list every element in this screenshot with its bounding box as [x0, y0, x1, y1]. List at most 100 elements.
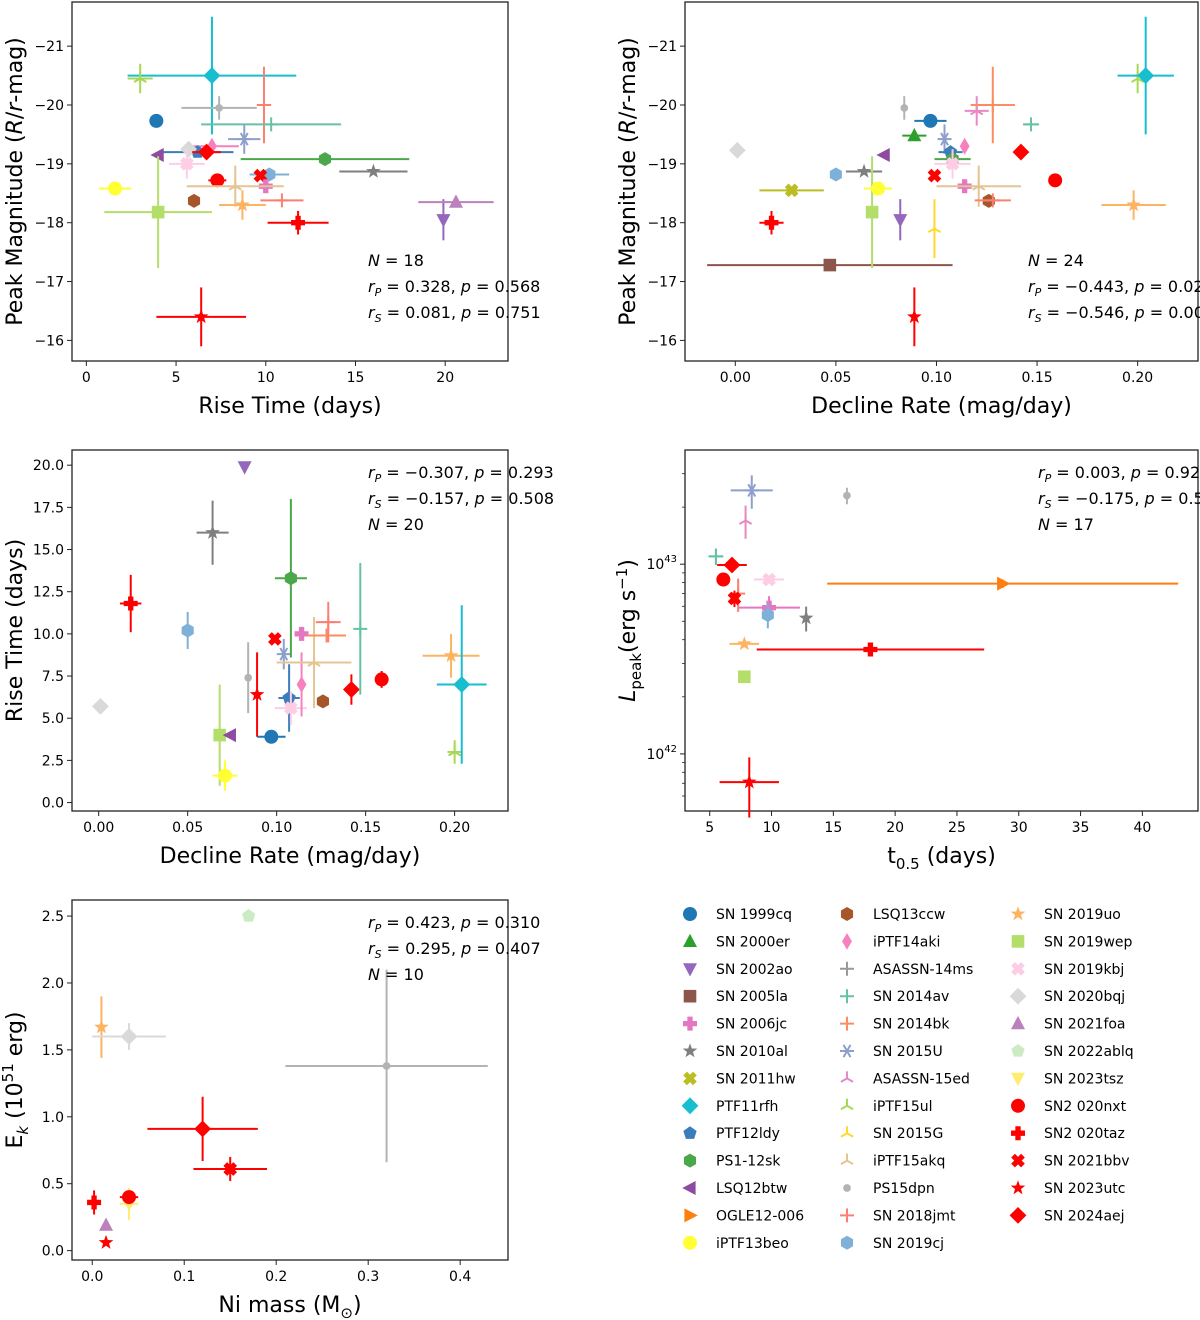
data-point [827, 576, 1179, 591]
data-point [260, 193, 304, 208]
marker-plus [264, 117, 279, 132]
legend-item: SN 2011hw [683, 1071, 796, 1087]
marker-triangle-up [99, 1217, 114, 1231]
data-point [98, 181, 132, 196]
marker-triangle-down [893, 214, 908, 228]
legend-marker-plus [840, 1208, 854, 1223]
legend-label: PS15dpn [873, 1181, 935, 1197]
marker-plus-filled [764, 215, 779, 230]
marker-star [205, 524, 220, 539]
legend-item: SN2 020taz [1011, 1126, 1125, 1142]
stat-text: rP = −0.307, p = 0.293 [368, 463, 554, 485]
x-axis-label: Decline Rate (mag/day) [811, 394, 1072, 419]
x-tick-label: 0.4 [449, 1269, 471, 1285]
legend-label: ASASSN-15ed [873, 1071, 970, 1087]
marker-diamond [1137, 67, 1155, 84]
panel-c: 0.00 0.05 0.10 0.15 0.20 0.0 2.5 5.0 7.5 10.0 12.5… [3, 449, 554, 869]
legend-label: OGLE12-006 [716, 1208, 804, 1224]
legend-label: SN 1999cq [716, 907, 792, 923]
stat-text: rS = −0.546, p = 0.006 [1028, 303, 1200, 325]
marker-hexagon [187, 193, 201, 208]
legend-marker-circle [683, 907, 697, 921]
legend-label: SN 2018jmt [873, 1208, 956, 1224]
stat-text: N = 24 [1028, 251, 1084, 270]
data-point [244, 642, 253, 714]
marker-star [249, 686, 265, 701]
legend-marker-x-filled [683, 1071, 697, 1086]
data-point [201, 117, 342, 132]
marker-plus [708, 549, 723, 564]
legend-marker-tri [840, 1098, 854, 1111]
data-point [759, 183, 824, 198]
data-point [196, 500, 229, 565]
x-tick-label: 0.1 [173, 1269, 195, 1285]
legend-item: SN 2019kbj [1011, 962, 1124, 978]
panel-a: 0 5 10 15 20 −21 −20 −19 −18 −17 −16 Rise Time (day… [3, 1, 541, 419]
legend-marker-circle [683, 1235, 697, 1250]
marker-plus [985, 97, 1000, 112]
data-point [267, 210, 329, 235]
legend-marker-thin-diamond [842, 933, 852, 950]
legend-marker-x-filled [1011, 1153, 1025, 1168]
marker-triangle-left [222, 728, 236, 743]
legend-label: SN 2014bk [873, 1017, 950, 1033]
y-tick-label: 1.5 [42, 1043, 64, 1059]
marker-circle [218, 768, 233, 783]
data-point [104, 156, 212, 269]
data-point [222, 728, 236, 743]
data-point [187, 193, 201, 208]
legend-label: SN2 020taz [1044, 1126, 1125, 1142]
marker-hexagon [829, 167, 842, 182]
marker-plus-filled [863, 642, 878, 657]
data-point [99, 1217, 114, 1231]
data-point [213, 684, 227, 786]
marker-diamond [1012, 143, 1030, 161]
marker-x-filled [253, 168, 268, 183]
marker-tri [972, 179, 986, 191]
data-point [274, 691, 307, 725]
x-tick-label: 25 [948, 820, 966, 836]
marker-circle [264, 729, 279, 744]
data-point [907, 287, 922, 347]
legend-label: SN 2015U [873, 1044, 943, 1060]
legend-item: PS1-12sk [683, 1153, 781, 1170]
y-axis-label: Rise Time (days) [3, 539, 28, 722]
marker-tri [133, 71, 147, 83]
marker-square [151, 205, 165, 219]
legend-marker-hexagon [840, 1235, 854, 1250]
marker-hexagon [181, 623, 194, 638]
marker-x-filled [727, 591, 742, 606]
data-point [730, 475, 773, 509]
x-tick-label: 15 [347, 370, 365, 386]
data-point [249, 652, 265, 737]
marker-circle [210, 173, 225, 188]
marker-star [98, 1234, 114, 1249]
data-point [1117, 16, 1174, 135]
legend-marker-triangle-up [683, 933, 697, 947]
marker-diamond [453, 676, 471, 693]
marker-circle [374, 672, 389, 687]
stat-text: rP = −0.443, p = 0.020 [1028, 277, 1200, 299]
marker-plus [319, 628, 334, 643]
data-point [87, 1190, 102, 1215]
data-point [876, 148, 890, 163]
stat-text: rP = 0.423, p = 0.310 [368, 913, 540, 935]
data-point [253, 168, 268, 183]
legend-item: SN 2023tsz [1011, 1071, 1124, 1087]
x-tick-label: 0.10 [921, 370, 952, 386]
y-axis-label: Lpeak(erg s−1) [613, 559, 645, 702]
y-tick-label: −20 [647, 98, 677, 114]
legend-marker-triangle-down [1011, 1072, 1025, 1087]
stat-text: N = 20 [368, 515, 424, 534]
x-tick-label: 0.05 [172, 820, 203, 836]
x-tick-label: 20 [886, 820, 904, 836]
marker-circle [122, 1190, 137, 1205]
data-point [447, 740, 462, 764]
legend-item: PTF11rfh [681, 1097, 778, 1115]
x-tick-label: 0.10 [261, 820, 292, 836]
data-point [276, 638, 291, 670]
data-point [149, 113, 164, 128]
legend-marker-star [1010, 1180, 1026, 1195]
data-point [914, 113, 947, 128]
marker-pentagon [241, 909, 256, 922]
